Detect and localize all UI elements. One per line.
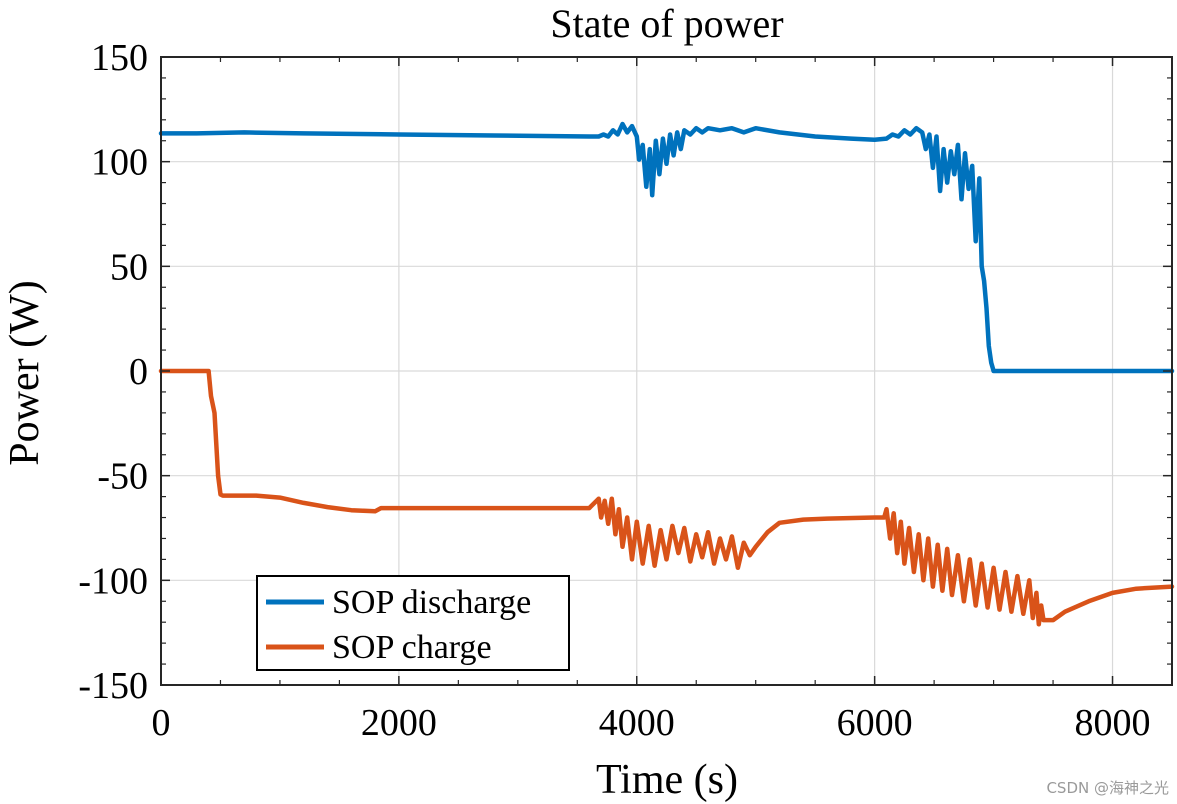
y-tick-label: -100 <box>78 560 148 602</box>
plot-frame <box>160 56 1173 686</box>
x-tick-label: 2000 <box>361 702 437 744</box>
y-tick-labels: -150 -100 -50 0 50 100 150 <box>78 37 148 707</box>
chart-title: State of power <box>550 1 783 46</box>
x-tick-label: 6000 <box>837 702 913 744</box>
series-layer <box>158 121 1175 627</box>
x-tick-label: 0 <box>152 702 171 744</box>
legend: SOP discharge SOP charge <box>256 575 570 671</box>
y-tick-label: 100 <box>91 142 148 184</box>
series-line-sop-discharge <box>158 121 1175 374</box>
x-axis-label: Time (s) <box>596 757 738 803</box>
legend-label-sop-discharge: SOP discharge <box>332 584 531 621</box>
x-tick-label: 4000 <box>599 702 675 744</box>
y-tick-label: 150 <box>91 37 148 79</box>
y-tick-label: 50 <box>110 246 148 288</box>
axes-frame <box>160 56 1173 686</box>
watermark: CSDN @海神之光 <box>1046 779 1169 797</box>
y-tick-label: -150 <box>78 665 148 707</box>
series-line-sop-charge <box>158 368 1175 627</box>
legend-box <box>256 575 570 671</box>
y-axis-label: Power (W) <box>2 280 48 465</box>
legend-label-sop-charge: SOP charge <box>332 629 492 666</box>
y-tick-label: -50 <box>97 456 148 498</box>
x-tick-labels: 0 2000 4000 6000 8000 <box>152 702 1151 744</box>
y-tick-label: 0 <box>129 351 148 393</box>
x-tick-label: 8000 <box>1075 702 1151 744</box>
